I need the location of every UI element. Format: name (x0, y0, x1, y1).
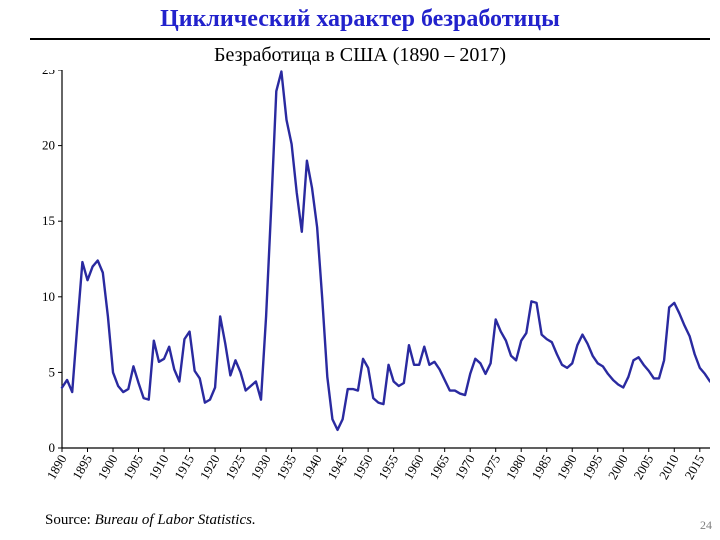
svg-text:1915: 1915 (171, 452, 197, 482)
svg-text:1955: 1955 (375, 452, 401, 482)
svg-text:1930: 1930 (248, 452, 274, 482)
svg-text:1950: 1950 (350, 452, 376, 482)
svg-text:20: 20 (42, 138, 55, 153)
svg-text:1995: 1995 (579, 452, 605, 482)
source-citation: Source: Bureau of Labor Statistics. (45, 512, 256, 529)
svg-text:15: 15 (42, 213, 55, 228)
source-label: Source: (45, 512, 95, 528)
svg-text:1900: 1900 (95, 452, 121, 482)
svg-text:1920: 1920 (197, 452, 223, 482)
unemployment-chart: 0510152025189018951900190519101915192019… (26, 70, 710, 500)
svg-text:1905: 1905 (120, 452, 146, 482)
svg-text:1925: 1925 (222, 452, 248, 482)
svg-text:1985: 1985 (528, 452, 554, 482)
svg-text:1975: 1975 (477, 452, 503, 482)
svg-text:0: 0 (49, 440, 56, 455)
title-underline (30, 38, 710, 40)
slide-title-text: Циклический характер безработицы (160, 6, 560, 32)
svg-text:5: 5 (49, 364, 56, 379)
svg-text:1890: 1890 (44, 452, 70, 482)
svg-text:1970: 1970 (452, 452, 478, 482)
page-number: 24 (700, 518, 712, 533)
svg-text:1990: 1990 (554, 452, 580, 482)
svg-text:1960: 1960 (401, 452, 427, 482)
svg-text:10: 10 (42, 289, 55, 304)
svg-text:2000: 2000 (605, 452, 631, 482)
svg-text:1895: 1895 (69, 452, 95, 482)
chart-subtitle: Безработица в США (1890 – 2017) (0, 44, 720, 67)
svg-text:1965: 1965 (426, 452, 452, 482)
svg-text:1945: 1945 (324, 452, 350, 482)
svg-text:1910: 1910 (146, 452, 172, 482)
chart-svg: 0510152025189018951900190519101915192019… (26, 70, 710, 500)
svg-text:1980: 1980 (503, 452, 529, 482)
svg-text:1935: 1935 (273, 452, 299, 482)
svg-text:2005: 2005 (630, 452, 656, 482)
svg-text:2015: 2015 (681, 452, 707, 482)
source-value: Bureau of Labor Statistics. (95, 512, 256, 528)
svg-text:25: 25 (42, 70, 55, 77)
chart-subtitle-text: Безработица в США (1890 – 2017) (214, 44, 506, 66)
slide-title: Циклический характер безработицы (0, 6, 720, 33)
svg-text:2010: 2010 (656, 452, 682, 482)
svg-text:1940: 1940 (299, 452, 325, 482)
